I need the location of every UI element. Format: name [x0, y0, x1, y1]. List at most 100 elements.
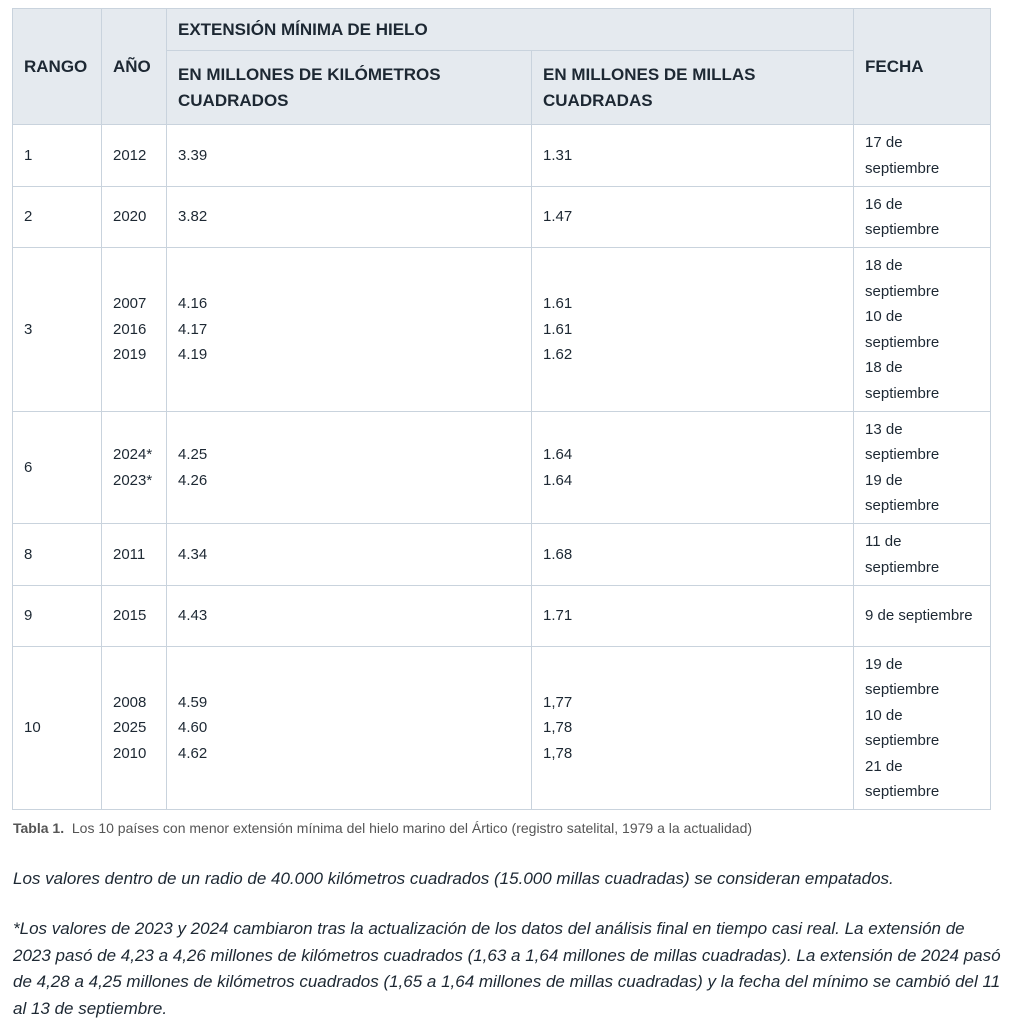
km-cell-value: 4.26: [178, 471, 208, 489]
km-cell-value: 4.59: [178, 693, 208, 711]
rank-cell: 2: [12, 186, 102, 248]
header-mi: EN MILLONES DE MILLAS CUADRADAS: [530, 50, 855, 125]
date-cell-value: 19 de septiembre: [865, 655, 940, 699]
mi-cell: 1.61 1.61 1.62: [530, 247, 855, 412]
mi-cell-value: 1.71: [543, 607, 573, 625]
date-cell-value: 11 de septiembre: [865, 533, 940, 576]
mi-cell-value: 1.61: [543, 295, 573, 313]
km-cell-value: 4.16: [178, 295, 208, 313]
sea-ice-minimum-table: RANGO AÑO EXTENSIÓN MÍNIMA DE HIELO FECH…: [12, 8, 992, 810]
year-cell: 2007 2016 2019: [101, 247, 167, 412]
year-cell: 2012: [101, 124, 167, 187]
table-row: 1 2012 3.39 1.31 17 de septiembre: [12, 124, 992, 187]
mi-cell: 1.71: [530, 585, 855, 647]
km-cell-value: 4.17: [178, 320, 208, 338]
year-cell-value: 2008: [113, 693, 147, 711]
caption-label: Tabla 1.: [13, 820, 65, 836]
date-cell: 18 de septiembre 10 de septiembre 18 de se…: [853, 247, 992, 412]
table-row: 8 2011 4.34 1.68 11 de septiembre: [12, 523, 992, 586]
km-cell-value: 4.60: [178, 719, 208, 737]
date-cell: 16 de septiembre: [853, 186, 992, 248]
tie-note: Los valores dentro de un radio de 40.000…: [13, 869, 894, 888]
year-cell-value: 2024*: [113, 446, 153, 463]
mi-cell-value: 1.64: [543, 446, 573, 463]
year-cell-value: 2007: [113, 295, 147, 313]
year-cell-value: 2020: [113, 208, 147, 226]
rank-cell: 3: [12, 247, 102, 412]
km-cell: 4.34: [166, 523, 532, 586]
table-row: 6 2024* 2023* 4.25 4.26 1.64 1.64 13 de septiem…: [12, 411, 992, 524]
mi-cell-value: 1.64: [543, 471, 573, 489]
rank-cell: 10: [12, 646, 102, 810]
year-cell-value: 2011: [113, 545, 146, 563]
mi-cell-value: 1,78: [543, 744, 573, 762]
year-cell-value: 2023*: [113, 471, 153, 489]
mi-cell-value: 1.31: [543, 146, 573, 164]
mi-cell: 1,77 1,78 1,78: [530, 646, 855, 810]
km-cell-value: 3.39: [178, 146, 208, 164]
year-cell-value: 2015: [113, 607, 147, 625]
mi-cell-value: 1.61: [543, 320, 573, 338]
mi-cell: 1.68: [530, 523, 855, 586]
date-cell-value: 16 de septiembre: [865, 195, 940, 239]
mi-cell-value: 1,77: [543, 693, 573, 711]
date-cell-value: 19 de septiembre: [865, 471, 940, 515]
date-cell: 13 de septiembre 19 de septiembre: [853, 411, 992, 524]
caption-text: Los 10 países con menor extensión mínima…: [71, 820, 753, 836]
header-rank: RANGO: [12, 8, 102, 125]
year-cell-value: 2016: [113, 320, 147, 338]
date-cell-value: 17 de septiembre: [865, 134, 940, 177]
date-cell: 17 de septiembre: [853, 124, 992, 187]
header-km: EN MILLONES DE KILÓMETROS CUADRADOS: [166, 50, 532, 125]
header-date: FECHA: [853, 8, 992, 125]
date-cell-value: 13 de septiembre: [865, 420, 940, 464]
rank-cell: 8: [12, 523, 102, 586]
rank-cell: 1: [12, 124, 102, 187]
date-cell-value: 10 de septiembre: [865, 706, 940, 750]
km-cell: 4.16 4.17 4.19: [166, 247, 532, 412]
date-cell: 11 de septiembre: [853, 523, 992, 586]
mi-cell: 1.47: [530, 186, 855, 248]
date-cell-value: 10 de septiembre: [865, 308, 940, 351]
km-cell-value: 4.34: [178, 545, 208, 563]
km-cell-value: 4.19: [178, 346, 208, 364]
rank-cell: 6: [12, 411, 102, 524]
year-cell-value: 2019: [113, 346, 147, 364]
table-row: 3 2007 2016 2019 4.16 4.17 4.19 1.61 1.61 1.62 18 …: [12, 247, 992, 412]
table-caption: Tabla 1. Los 10 países con menor extensi…: [13, 820, 752, 836]
header-year: AÑO: [101, 8, 167, 125]
date-cell-value: 18 de septiembre: [865, 359, 940, 402]
km-cell-value: 4.25: [178, 446, 208, 463]
mi-cell: 1.64 1.64: [530, 411, 855, 524]
km-cell: 3.82: [166, 186, 532, 248]
date-cell-value: 9 de septiembre: [865, 607, 973, 625]
mi-cell-value: 1.68: [543, 545, 573, 563]
km-cell-value: 4.43: [178, 607, 208, 625]
rank-cell: 9: [12, 585, 102, 647]
mi-cell: 1.31: [530, 124, 855, 187]
date-cell: 19 de septiembre 10 de septiembre 21 de se…: [853, 646, 992, 810]
year-cell: 2008 2025 2010: [101, 646, 167, 810]
year-cell: 2024* 2023*: [101, 411, 167, 524]
year-cell-value: 2025: [113, 719, 147, 737]
date-cell-value: 18 de septiembre: [865, 257, 940, 300]
year-cell-value: 2012: [113, 146, 147, 164]
table-row: 10 2008 2025 2010 4.59 4.60 4.62 1,77 1,78 1,78 19…: [12, 646, 992, 810]
year-cell: 2015: [101, 585, 167, 647]
date-cell: 9 de septiembre: [853, 585, 992, 647]
table-row: 9 2015 4.43 1.71 9 de septiembre: [12, 585, 992, 647]
km-cell: 4.59 4.60 4.62: [166, 646, 532, 810]
mi-cell-value: 1.47: [543, 208, 573, 226]
revision-note: *Los valores de 2023 y 2024 cambiaron tr…: [13, 919, 1001, 1018]
km-cell: 3.39: [166, 124, 532, 187]
year-cell: 2011: [101, 523, 167, 586]
km-cell: 4.43: [166, 585, 532, 647]
km-cell-value: 4.62: [178, 744, 208, 762]
km-cell-value: 3.82: [178, 208, 208, 226]
date-cell-value: 21 de septiembre: [865, 757, 940, 801]
year-cell: 2020: [101, 186, 167, 248]
header-extent: EXTENSIÓN MÍNIMA DE HIELO: [165, 8, 855, 51]
year-cell-value: 2010: [113, 744, 147, 762]
km-cell: 4.25 4.26: [166, 411, 532, 524]
table-row: 2 2020 3.82 1.47 16 de septiembre: [12, 186, 992, 248]
